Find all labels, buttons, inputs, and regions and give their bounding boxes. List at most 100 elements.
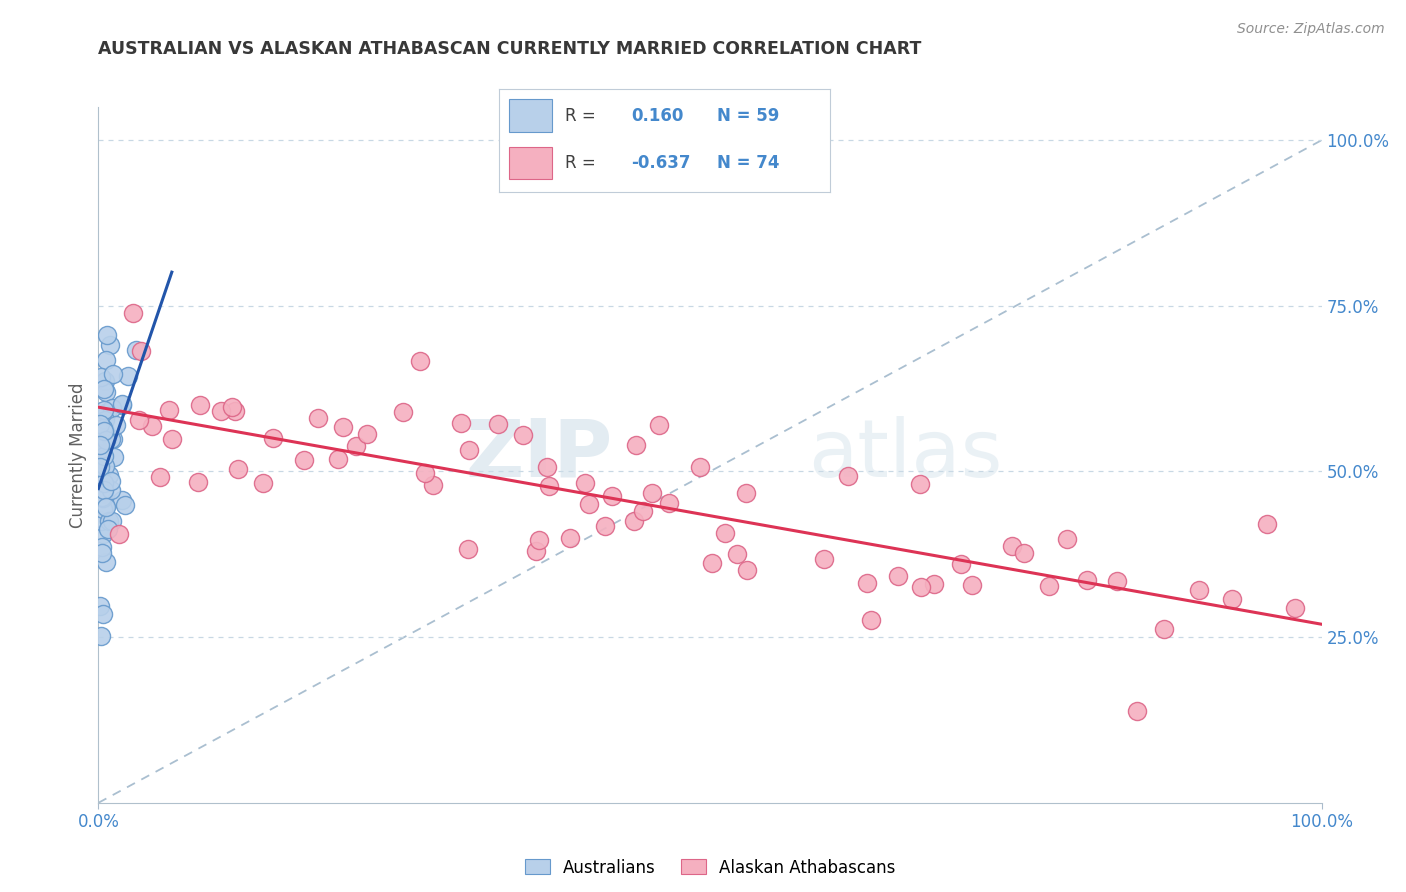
Point bbox=[578, 497, 600, 511]
Point bbox=[1038, 579, 1060, 593]
Point bbox=[93, 485, 115, 500]
Point bbox=[91, 502, 114, 516]
Point bbox=[89, 451, 111, 466]
Point bbox=[125, 343, 148, 357]
Point bbox=[94, 434, 117, 448]
Point bbox=[422, 478, 444, 492]
Point bbox=[129, 344, 152, 359]
Point bbox=[105, 418, 128, 433]
Point bbox=[94, 500, 117, 514]
Point bbox=[89, 468, 111, 483]
Point bbox=[89, 446, 111, 460]
Point bbox=[100, 483, 122, 498]
Point bbox=[224, 404, 246, 418]
Point bbox=[91, 526, 114, 541]
Text: atlas: atlas bbox=[808, 416, 1002, 494]
Point bbox=[94, 424, 117, 438]
Point bbox=[524, 543, 547, 558]
Point bbox=[860, 613, 883, 627]
Point bbox=[633, 503, 655, 517]
Point bbox=[922, 577, 945, 591]
Text: Source: ZipAtlas.com: Source: ZipAtlas.com bbox=[1237, 22, 1385, 37]
Point bbox=[527, 533, 550, 547]
Point bbox=[100, 474, 122, 488]
Point bbox=[538, 478, 561, 492]
Point bbox=[128, 413, 150, 427]
Point bbox=[90, 540, 112, 554]
Point bbox=[108, 526, 131, 541]
Point bbox=[94, 500, 117, 514]
Point bbox=[114, 498, 136, 512]
Point bbox=[96, 405, 118, 419]
Point bbox=[326, 452, 349, 467]
Point bbox=[100, 432, 122, 446]
Point bbox=[856, 576, 879, 591]
Point bbox=[91, 421, 114, 435]
Point bbox=[450, 416, 472, 430]
Point bbox=[90, 514, 112, 528]
Point bbox=[149, 470, 172, 484]
Point bbox=[98, 338, 121, 352]
Text: AUSTRALIAN VS ALASKAN ATHABASCAN CURRENTLY MARRIED CORRELATION CHART: AUSTRALIAN VS ALASKAN ATHABASCAN CURRENT… bbox=[98, 40, 922, 58]
Point bbox=[101, 401, 124, 415]
Point bbox=[122, 306, 145, 320]
Point bbox=[93, 449, 115, 463]
Point bbox=[910, 580, 932, 594]
Point bbox=[292, 453, 315, 467]
Point bbox=[93, 476, 115, 491]
Point bbox=[93, 475, 115, 490]
Point bbox=[344, 439, 367, 453]
Point bbox=[111, 492, 134, 507]
Text: R =: R = bbox=[565, 107, 596, 125]
Point bbox=[1056, 532, 1078, 546]
Point bbox=[90, 546, 112, 560]
Point bbox=[735, 563, 758, 577]
Point bbox=[93, 382, 115, 396]
Point bbox=[103, 450, 125, 465]
Point bbox=[98, 467, 121, 482]
Point bbox=[574, 476, 596, 491]
Point bbox=[1256, 516, 1278, 531]
Point bbox=[97, 523, 120, 537]
Point bbox=[486, 417, 509, 431]
Point bbox=[100, 514, 122, 528]
Point bbox=[262, 431, 284, 445]
Point bbox=[93, 413, 115, 427]
Point bbox=[111, 398, 134, 412]
Point bbox=[837, 468, 859, 483]
Point bbox=[1188, 582, 1211, 597]
Point bbox=[91, 491, 114, 505]
Point bbox=[641, 486, 664, 500]
Point bbox=[103, 432, 125, 446]
Point bbox=[600, 490, 623, 504]
Point bbox=[910, 476, 932, 491]
Point bbox=[1284, 600, 1306, 615]
Point bbox=[110, 397, 132, 411]
Legend: Australians, Alaskan Athabascans: Australians, Alaskan Athabascans bbox=[516, 850, 904, 885]
Point bbox=[458, 442, 481, 457]
Point bbox=[714, 525, 737, 540]
Point bbox=[96, 328, 118, 343]
Text: R =: R = bbox=[565, 154, 596, 172]
Point bbox=[949, 558, 972, 572]
Point bbox=[221, 401, 243, 415]
Point bbox=[626, 438, 648, 452]
Point bbox=[1000, 539, 1022, 553]
Point bbox=[91, 607, 114, 621]
Point bbox=[307, 411, 329, 425]
FancyBboxPatch shape bbox=[509, 146, 553, 179]
Point bbox=[90, 629, 112, 643]
Point bbox=[1153, 622, 1175, 636]
Point bbox=[93, 483, 115, 498]
Point bbox=[648, 418, 671, 433]
Point bbox=[813, 551, 835, 566]
Point bbox=[157, 403, 180, 417]
FancyBboxPatch shape bbox=[509, 99, 553, 132]
Point bbox=[595, 519, 617, 533]
Point bbox=[187, 475, 209, 489]
Point bbox=[90, 370, 112, 384]
Point bbox=[356, 427, 378, 442]
Y-axis label: Currently Married: Currently Married bbox=[69, 382, 87, 528]
Point bbox=[702, 556, 724, 570]
Point bbox=[887, 569, 910, 583]
